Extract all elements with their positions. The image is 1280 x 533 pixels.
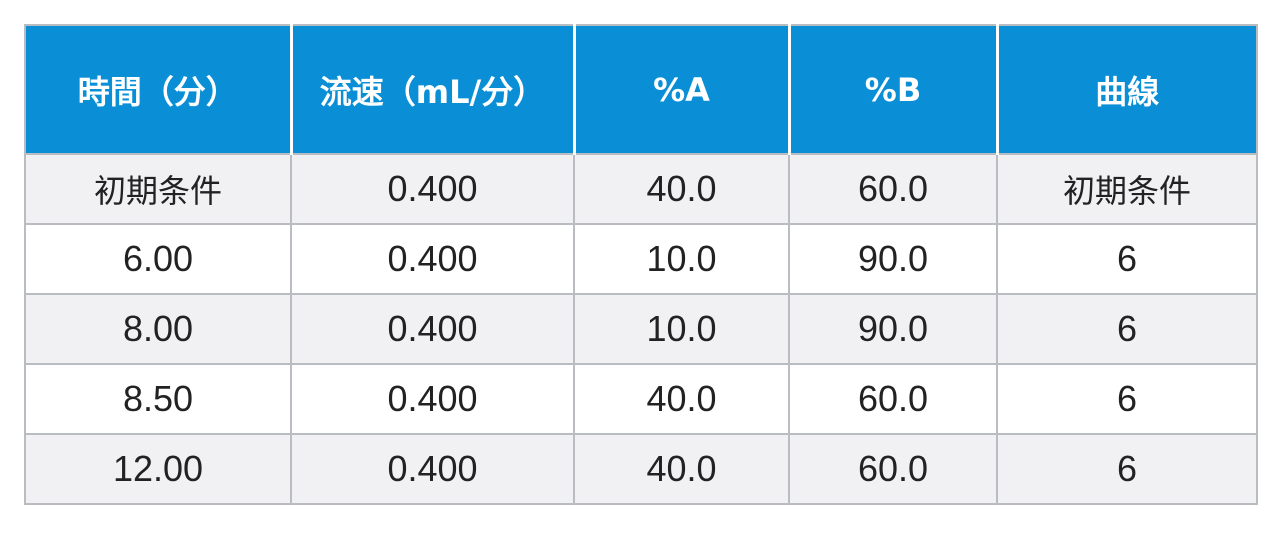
cell-percent-b: 60.0: [788, 153, 998, 225]
cell-flow-rate: 0.400: [290, 433, 575, 505]
cell-flow-rate: 0.400: [290, 293, 575, 365]
cell-time: 初期条件: [24, 153, 292, 225]
header-time: 時間（分）: [24, 24, 292, 155]
cell-flow-rate: 0.400: [290, 153, 575, 225]
cell-time: 12.00: [24, 433, 292, 505]
cell-curve: 6: [996, 293, 1258, 365]
gradient-table-container: 時間（分） 流速（mL/分） %A %B 曲線 初期条件 0.400 40.0 …: [24, 24, 1258, 505]
cell-curve: 6: [996, 363, 1258, 435]
cell-curve: 6: [996, 433, 1258, 505]
header-percent-a: %A: [572, 24, 790, 155]
cell-percent-a: 10.0: [573, 223, 790, 295]
table-row: 8.50 0.400 40.0 60.0 6: [24, 363, 1258, 435]
cell-percent-b: 90.0: [788, 223, 998, 295]
cell-curve: 初期条件: [996, 153, 1258, 225]
table-row: 6.00 0.400 10.0 90.0 6: [24, 223, 1258, 295]
cell-time: 6.00: [24, 223, 292, 295]
cell-percent-b: 60.0: [788, 363, 998, 435]
gradient-table: 時間（分） 流速（mL/分） %A %B 曲線 初期条件 0.400 40.0 …: [24, 24, 1258, 505]
cell-time: 8.50: [24, 363, 292, 435]
cell-percent-b: 60.0: [788, 433, 998, 505]
table-body: 初期条件 0.400 40.0 60.0 初期条件 6.00 0.400 10.…: [24, 153, 1258, 505]
cell-curve: 6: [996, 223, 1258, 295]
table-row: 12.00 0.400 40.0 60.0 6: [24, 433, 1258, 505]
table-header: 時間（分） 流速（mL/分） %A %B 曲線: [24, 24, 1258, 155]
cell-percent-a: 40.0: [573, 433, 790, 505]
header-row: 時間（分） 流速（mL/分） %A %B 曲線: [24, 24, 1258, 155]
table-row: 初期条件 0.400 40.0 60.0 初期条件: [24, 153, 1258, 225]
cell-percent-a: 40.0: [573, 363, 790, 435]
cell-percent-a: 10.0: [573, 293, 790, 365]
cell-time: 8.00: [24, 293, 292, 365]
cell-flow-rate: 0.400: [290, 223, 575, 295]
header-flow-rate: 流速（mL/分）: [289, 24, 575, 155]
header-percent-b: %B: [787, 24, 998, 155]
cell-percent-a: 40.0: [573, 153, 790, 225]
cell-flow-rate: 0.400: [290, 363, 575, 435]
table-row: 8.00 0.400 10.0 90.0 6: [24, 293, 1258, 365]
cell-percent-b: 90.0: [788, 293, 998, 365]
header-curve: 曲線: [995, 24, 1258, 155]
